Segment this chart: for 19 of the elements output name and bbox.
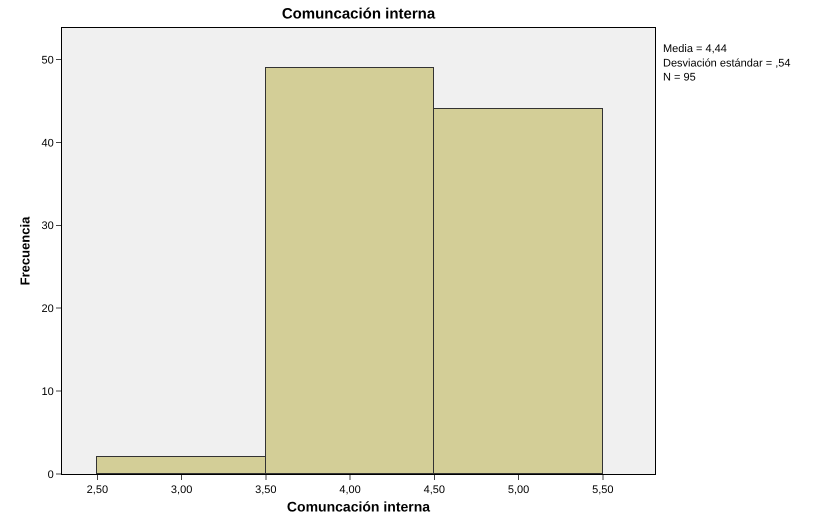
y-tick-label: 50 <box>42 54 54 66</box>
x-tick-label: 5,50 <box>592 484 614 496</box>
y-tick-label: 30 <box>42 220 54 232</box>
y-axis-title: Frecuencia <box>18 216 32 286</box>
chart-title: Comuncación interna <box>282 5 436 22</box>
x-tick-label: 4,50 <box>424 484 446 496</box>
y-tick-label: 20 <box>42 303 54 316</box>
x-tick-label: 2,50 <box>86 484 108 496</box>
text: Desviación estándar = ,54 <box>663 57 790 70</box>
y-tick-label: 0 <box>48 468 54 481</box>
text: N = 95 <box>663 72 696 84</box>
x-axis-title: Comuncación interna <box>286 498 430 514</box>
x-tick-label: 3,00 <box>170 484 192 496</box>
text: Media = 4,44 <box>663 43 727 55</box>
y-tick-label: 40 <box>42 137 54 150</box>
x-tick-label: 5,00 <box>508 484 530 496</box>
y-tick-label: 10 <box>42 386 54 398</box>
x-tick-label: 4,00 <box>339 484 361 496</box>
x-tick-label: 3,50 <box>255 484 277 496</box>
